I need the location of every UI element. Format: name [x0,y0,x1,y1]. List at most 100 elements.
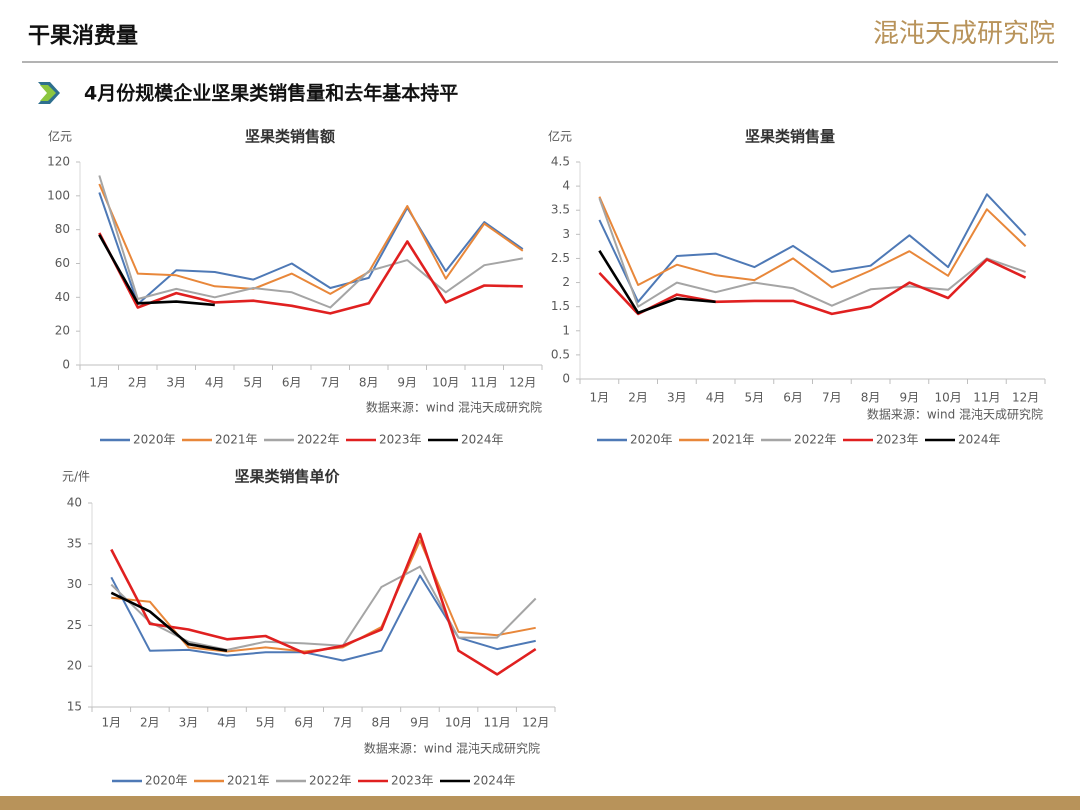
y-tick-label: 2 [562,275,570,289]
footer-bar [0,796,1080,810]
x-tick-label: 10月 [445,716,472,730]
y-tick-label: 2.5 [551,251,570,265]
series-line [598,250,716,315]
series-line [98,234,215,307]
x-tick-label: 10月 [934,391,961,405]
legend-label: 2023年 [379,433,422,447]
x-tick-label: 10月 [432,376,459,390]
page-title: 干果消费量 [28,24,138,49]
legend-label: 2023年 [876,433,919,447]
x-tick-label: 11月 [483,716,510,730]
legend-label: 2024年 [958,433,1001,447]
series-line [110,532,537,676]
y-tick-label: 20 [67,659,82,673]
x-tick-label: 4月 [217,716,237,730]
y-tick-label: 3.5 [551,203,570,217]
series-line [110,574,536,662]
chart-title: 坚果类销售单价 [234,468,340,486]
x-tick-label: 1月 [89,376,109,390]
series-line [98,192,524,306]
x-tick-label: 8月 [359,376,379,390]
legend-label: 2022年 [309,774,352,788]
series-line [598,196,1027,289]
x-tick-label: 3月 [667,391,687,405]
chevron-icon-inner [40,85,56,101]
x-tick-label: 9月 [410,716,430,730]
legend-label: 2021年 [215,433,258,447]
y-tick-label: 0 [62,358,70,372]
subtitle: 4月份规模企业坚果类销售量和去年基本持平 [84,82,458,105]
y-tick-label: 0 [562,372,570,386]
legend-label: 2020年 [145,774,188,788]
y-tick-label: 100 [47,188,70,202]
legend-label: 2020年 [630,433,673,447]
x-tick-label: 12月 [522,716,549,730]
y-unit: 亿元 [548,129,572,144]
y-tick-label: 30 [67,577,82,591]
x-tick-label: 7月 [320,376,340,390]
legend-label: 2024年 [461,433,504,447]
x-tick-label: 11月 [973,391,1000,405]
x-tick-label: 2月 [128,376,148,390]
series-line [598,258,1027,316]
x-tick-label: 5月 [256,716,276,730]
y-tick-label: 25 [67,618,82,632]
y-tick-label: 1 [562,323,570,337]
y-tick-label: 35 [67,536,82,550]
x-tick-label: 7月 [822,391,842,405]
source-note: 数据来源：wind 混沌天成研究院 [364,741,540,756]
x-tick-label: 3月 [166,376,186,390]
legend-label: 2023年 [391,774,434,788]
x-tick-label: 2月 [628,391,648,405]
x-tick-label: 1月 [590,391,610,405]
y-tick-label: 0.5 [551,347,570,361]
x-tick-label: 5月 [243,376,263,390]
y-tick-label: 120 [47,155,70,169]
legend-label: 2021年 [227,774,270,788]
x-tick-label: 9月 [900,391,920,405]
x-tick-label: 4月 [205,376,225,390]
y-tick-label: 3 [562,227,570,241]
x-tick-label: 3月 [179,716,199,730]
x-tick-label: 1月 [101,716,121,730]
x-tick-label: 12月 [509,376,536,390]
series-line [98,183,524,295]
legend-label: 2022年 [794,433,837,447]
y-tick-label: 20 [55,324,70,338]
legend-label: 2021年 [712,433,755,447]
y-tick-label: 1.5 [551,299,570,313]
series-line [98,175,523,309]
y-tick-label: 80 [55,222,70,236]
legend-label: 2020年 [133,433,176,447]
y-tick-label: 60 [55,256,70,270]
series-line [598,197,1026,308]
logo: 混沌天成研究院 [873,19,1055,49]
y-tick-label: 40 [67,496,82,510]
y-tick-label: 4 [562,179,570,193]
y-tick-label: 15 [67,700,82,714]
source-note: 数据来源：wind 混沌天成研究院 [366,400,542,415]
x-tick-label: 6月 [294,716,314,730]
chart-title: 坚果类销售额 [245,128,335,146]
y-tick-label: 40 [55,290,70,304]
series-line [110,591,228,652]
x-tick-label: 5月 [745,391,765,405]
source-note: 数据来源：wind 混沌天成研究院 [867,407,1043,422]
x-tick-label: 8月 [861,391,881,405]
x-tick-label: 4月 [706,391,726,405]
x-tick-label: 11月 [471,376,498,390]
x-tick-label: 2月 [140,716,160,730]
x-tick-label: 7月 [333,716,353,730]
x-tick-label: 9月 [397,376,417,390]
legend-label: 2024年 [473,774,516,788]
y-unit: 亿元 [48,129,72,144]
x-tick-label: 6月 [783,391,803,405]
x-tick-label: 8月 [372,716,392,730]
chart-title: 坚果类销售量 [745,128,835,146]
legend-label: 2022年 [297,433,340,447]
series-line [98,232,523,315]
series-line [598,193,1027,303]
x-tick-label: 12月 [1012,391,1039,405]
series-line [110,565,537,651]
